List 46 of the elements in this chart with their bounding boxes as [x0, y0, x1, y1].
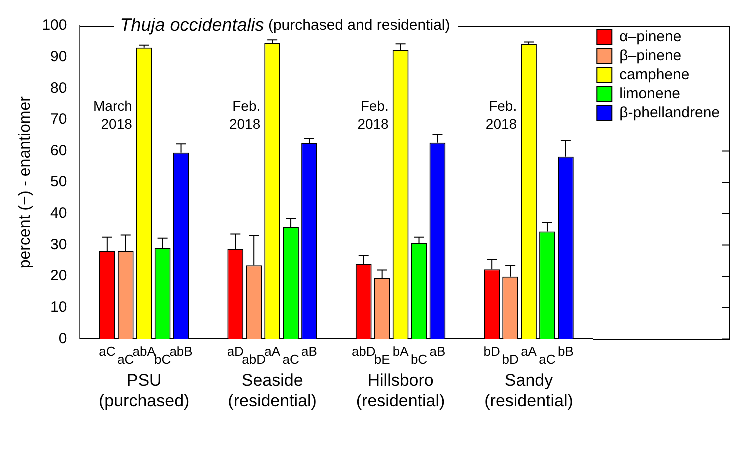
y-tick-label: 80 [50, 80, 68, 97]
data-label: bD [484, 344, 500, 360]
data-label: bA [392, 344, 410, 360]
data-label: aA [264, 344, 281, 360]
data-label: bB [558, 344, 574, 360]
y-tick-label: 40 [50, 205, 68, 222]
legend-label: limonene [620, 86, 681, 103]
data-label: aB [302, 344, 318, 360]
chart-title: Thuja occidentalis (purchased and residential) [120, 15, 450, 35]
data-label: aC [282, 352, 300, 368]
data-label: abB [170, 344, 193, 360]
legend-label: β-phellandrene [620, 104, 720, 122]
y-tick-label: 30 [50, 236, 68, 254]
annotation: Feb. 2018 [229, 98, 261, 132]
x-tick-label: Seaside (residential) [228, 371, 317, 410]
data-label: bC [410, 352, 428, 368]
legend-label: α–pinene [620, 28, 682, 46]
y-axis-title: percent (−) - enantiomer [17, 96, 34, 269]
data-label: abA [132, 344, 156, 360]
x-tick-label: Hillsboro (residential) [356, 371, 446, 410]
y-tick-label: 20 [50, 268, 68, 285]
data-label: aC [99, 344, 116, 360]
y-tick-label: 50 [50, 174, 68, 191]
legend-label: β–pinene [620, 48, 682, 65]
legend-label: camphene [620, 66, 690, 84]
data-label: bC [154, 352, 172, 368]
data-label: abD [242, 352, 266, 368]
annotation: Feb. 2018 [486, 98, 518, 132]
y-tick-label: 10 [50, 299, 68, 316]
data-label: bD [502, 352, 519, 368]
data-label: aC [118, 352, 134, 368]
y-tick-label: 60 [50, 142, 68, 160]
data-label: aB [430, 344, 446, 360]
annotation: Feb. 2018 [358, 98, 390, 132]
y-tick-label: 0 [58, 330, 68, 348]
data-label: aA [521, 344, 538, 360]
y-tick-label: 100 [42, 17, 68, 34]
data-label: aC [539, 352, 556, 368]
data-label: aD [227, 344, 244, 360]
data-label: abD [352, 344, 376, 360]
data-label: bE [374, 352, 391, 368]
annotation: March 2018 [93, 98, 133, 132]
y-tick-label: 70 [50, 111, 68, 128]
y-tick-label: 90 [50, 48, 68, 66]
x-tick-label: Sandy (residential) [484, 371, 574, 410]
x-tick-label: PSU (purchased) [98, 371, 190, 410]
